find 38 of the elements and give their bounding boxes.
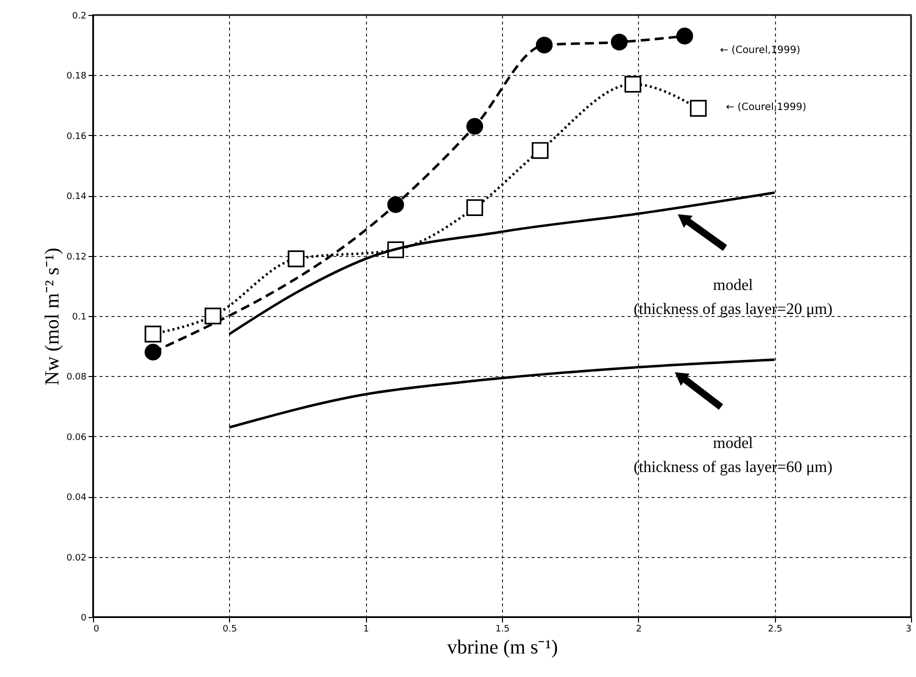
y-tick-label: 0.02 xyxy=(66,553,86,564)
point xyxy=(536,36,553,54)
x-tick-label: 0.5 xyxy=(222,624,237,634)
x-tick-label: 1 xyxy=(363,624,370,634)
y-tick-label: 0.06 xyxy=(66,432,87,443)
y-tick-label: 0.16 xyxy=(66,132,87,142)
point xyxy=(204,308,222,324)
annotation: model (thickness of gas layer=60 μm) xyxy=(634,435,832,476)
point xyxy=(690,100,707,117)
y-tick-label: 0.04 xyxy=(66,493,87,504)
point xyxy=(532,142,549,159)
point xyxy=(624,76,642,93)
y-tick-label: 0.1 xyxy=(72,312,86,322)
y-axis-title: Nw (mol m⁻² s⁻¹) xyxy=(41,248,64,386)
annotation: ← (Courel,1999) xyxy=(726,102,806,113)
annotation: ← (Courel,1999) xyxy=(720,45,800,56)
point xyxy=(610,34,628,50)
point xyxy=(144,326,162,342)
x-tick-label: 0 xyxy=(94,624,100,634)
x-axis-title: vbrine (m s⁻¹) xyxy=(447,636,558,658)
x-tick-label: 2 xyxy=(636,624,642,634)
x-tick-label: 3 xyxy=(906,624,912,634)
point xyxy=(466,118,484,135)
point xyxy=(676,28,694,44)
y-tick-label: 0.08 xyxy=(66,372,87,383)
point xyxy=(466,199,484,216)
y-tick-label: 0.18 xyxy=(66,72,87,82)
x-tick-label: 2.5 xyxy=(768,624,782,634)
y-tick-label: 0.12 xyxy=(66,252,86,262)
y-tick-label: 0 xyxy=(80,614,87,624)
y-tick-label: 0.14 xyxy=(66,192,87,202)
annotation: model (thickness of gas layer=20 μm) xyxy=(634,277,832,318)
point xyxy=(144,344,162,360)
point xyxy=(288,250,305,268)
x-tick-label: 1.5 xyxy=(495,624,510,634)
y-tick-label: 0.2 xyxy=(72,12,86,22)
point xyxy=(387,196,404,213)
line-series xyxy=(228,358,776,429)
